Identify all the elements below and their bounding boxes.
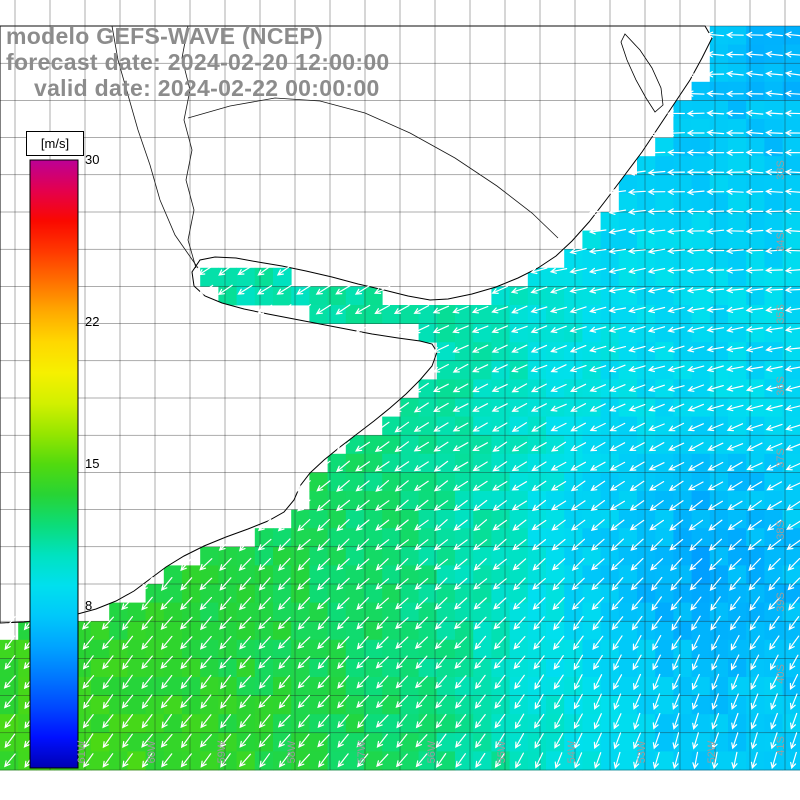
latitude-grid-label: 38S xyxy=(775,520,787,540)
longitude-grid-label: 55W xyxy=(496,740,508,763)
sea-speed-field xyxy=(0,26,800,771)
latitude-grid-label: 34S xyxy=(775,232,787,252)
longitude-grid-label: 58W xyxy=(286,740,298,763)
latitude-grid-label: 40S xyxy=(775,664,787,684)
longitude-grid-label: 54W xyxy=(566,740,578,763)
latitude-grid-label: 33S xyxy=(775,160,787,180)
colorbar-tick-label: 30 xyxy=(85,152,99,167)
longitude-grid-label: 61W xyxy=(76,740,88,763)
forecast-date-line: forecast date: 2024-02-20 12:00:00 xyxy=(6,49,390,75)
graticule-label-layer: 33S 34S 35S 36S 37S 38S 39S 40S 41S 61W 60W 59W 58W 5… xyxy=(76,160,787,763)
latitude-grid-label: 39S xyxy=(775,592,787,612)
longitude-grid-label: 53W xyxy=(636,740,648,763)
longitude-grid-label: 57W xyxy=(356,740,368,763)
longitude-grid-label: 60W xyxy=(146,740,158,763)
latitude-grid-label: 36S xyxy=(775,376,787,396)
colorbar-tick-label: 8 xyxy=(85,598,92,613)
longitude-grid-label: 52W xyxy=(706,740,718,763)
latitude-grid-label: 35S xyxy=(775,304,787,324)
colorbar-gradient xyxy=(29,159,79,769)
colorbar-tick-label: 22 xyxy=(85,314,99,329)
latitude-grid-label: 37S xyxy=(775,448,787,468)
latitude-grid-label: 41S xyxy=(775,736,787,756)
colorbar-unit-label: [m/s] xyxy=(26,131,84,156)
longitude-grid-label: 56W xyxy=(426,740,438,763)
valid-date-line: valid date: 2024-02-22 00:00:00 xyxy=(34,75,380,101)
colorbar: 30 22 15 8 xyxy=(29,152,99,769)
wave-direction-arrow-layer xyxy=(3,31,800,770)
colorbar-tick-label: 15 xyxy=(85,456,99,471)
model-title: modelo GEFS-WAVE (NCEP) xyxy=(6,23,323,49)
longitude-grid-label: 59W xyxy=(216,740,228,763)
